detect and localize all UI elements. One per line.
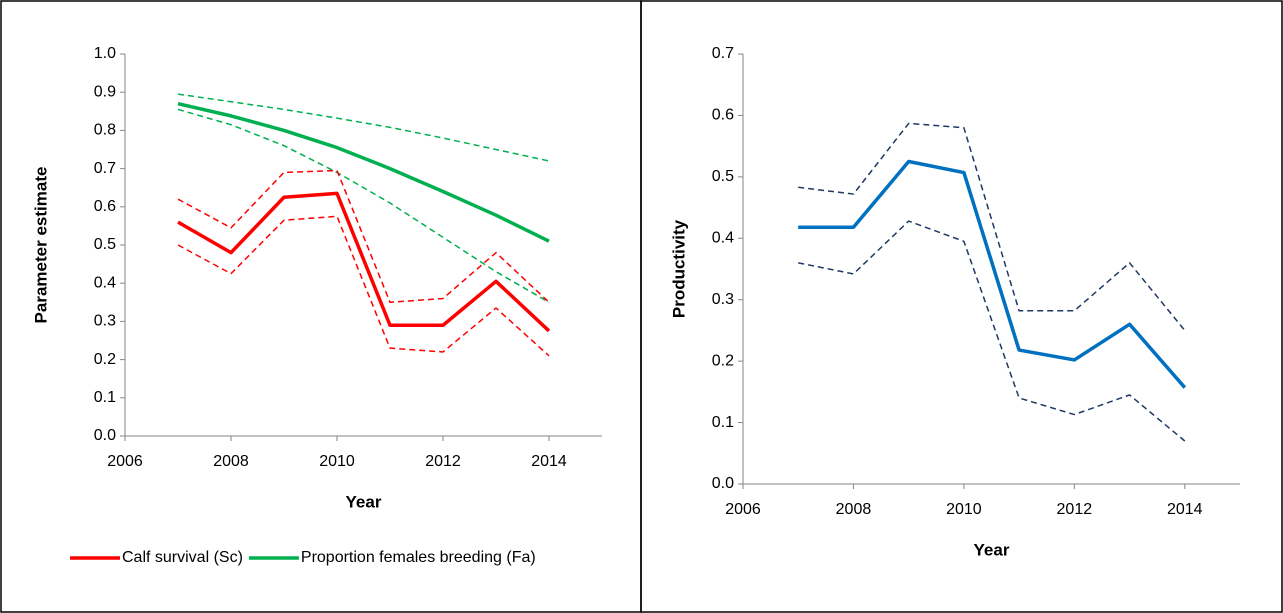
series-line xyxy=(177,101,550,243)
y-tick-label: 0.6 xyxy=(94,198,116,215)
confidence-line xyxy=(177,93,550,162)
x-tick-label: 2012 xyxy=(425,453,461,470)
y-tick-label: 0.0 xyxy=(94,427,116,444)
y-tick-label: 0.3 xyxy=(94,313,116,330)
x-axis-title: Year xyxy=(346,492,382,511)
y-tick-label: 0.2 xyxy=(94,351,116,368)
y-axis-title: Parameter estimate xyxy=(31,167,50,324)
x-tick-label: 2010 xyxy=(319,453,355,470)
y-tick-label: 0.7 xyxy=(712,45,734,62)
confidence-line xyxy=(798,122,1186,331)
series-line xyxy=(177,191,551,333)
y-tick-label: 0.6 xyxy=(712,107,734,124)
y-tick-label: 0.3 xyxy=(712,291,734,308)
series-line xyxy=(798,159,1187,389)
y-tick-label: 0.1 xyxy=(712,414,734,431)
confidence-line xyxy=(798,220,1186,442)
confidence-line xyxy=(177,215,550,357)
y-tick-label: 0.8 xyxy=(94,122,116,139)
y-tick-label: 1.0 xyxy=(94,45,116,62)
x-tick-label: 2006 xyxy=(107,453,143,470)
y-axis-title: Productivity xyxy=(669,219,688,318)
y-tick-label: 0.5 xyxy=(712,168,734,185)
confidence-line xyxy=(177,108,550,303)
legend-label: Calf survival (Sc) xyxy=(122,549,243,566)
y-tick-label: 0.4 xyxy=(94,274,116,291)
legend-label: Proportion females breeding (Fa) xyxy=(301,549,536,566)
x-axis-title: Year xyxy=(974,540,1010,559)
y-tick-label: 0.9 xyxy=(94,83,116,100)
y-tick-label: 0.4 xyxy=(712,230,734,247)
x-tick-label: 2010 xyxy=(946,501,982,518)
y-tick-label: 0.7 xyxy=(94,160,116,177)
y-tick-label: 0.5 xyxy=(94,236,116,253)
x-tick-label: 2006 xyxy=(725,501,761,518)
x-tick-label: 2014 xyxy=(531,453,567,470)
y-tick-label: 0.1 xyxy=(94,389,116,406)
x-tick-label: 2014 xyxy=(1167,501,1203,518)
y-tick-label: 0.2 xyxy=(712,352,734,369)
x-tick-label: 2008 xyxy=(836,501,872,518)
confidence-line xyxy=(177,169,550,304)
y-tick-label: 0.0 xyxy=(712,475,734,492)
panel-frame xyxy=(640,0,1283,613)
x-tick-label: 2008 xyxy=(213,453,249,470)
x-tick-label: 2012 xyxy=(1057,501,1093,518)
